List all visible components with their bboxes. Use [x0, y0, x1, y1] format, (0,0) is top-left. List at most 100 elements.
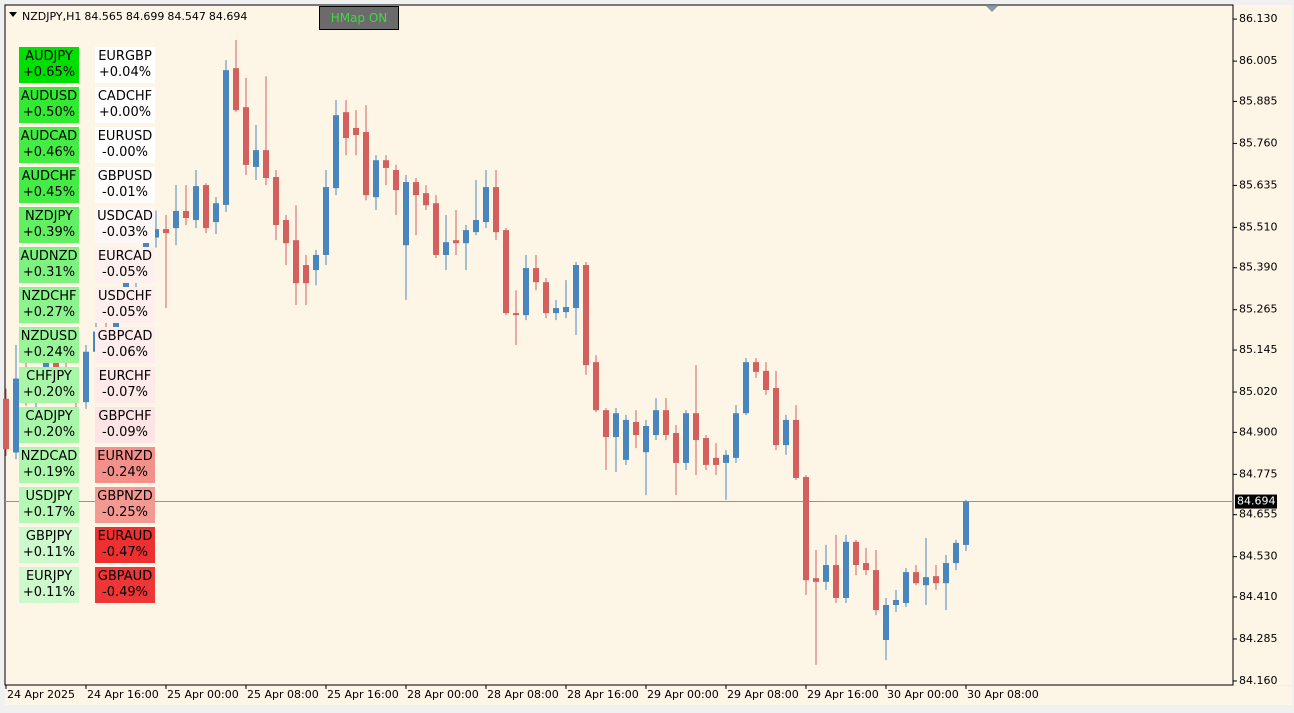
heatmap-cell: AUDCHF +0.45% — [19, 167, 79, 203]
candle-body — [733, 413, 739, 458]
heatmap-cell: EURGBP +0.04% — [95, 47, 155, 83]
plot-area — [4, 4, 1234, 686]
candle-body — [513, 313, 519, 316]
candle-body — [633, 421, 639, 436]
candle-body — [313, 254, 319, 271]
pair-change: -0.01% — [102, 185, 148, 200]
candle-body — [643, 425, 649, 453]
candle-body — [943, 563, 949, 584]
pair-change: +0.46% — [22, 145, 76, 160]
candle-body — [763, 370, 769, 391]
price-label: 84.694 — [1237, 495, 1276, 508]
pair-change: +0.11% — [22, 545, 76, 560]
heatmap-cell: NZDJPY +0.39% — [19, 207, 79, 243]
candle-body — [453, 240, 459, 244]
candle-body — [693, 413, 699, 441]
x-tick-label: 25 Apr 00:00 — [167, 688, 239, 701]
x-tick-label: 29 Apr 16:00 — [807, 688, 879, 701]
pair-name: EURAUD — [97, 529, 153, 544]
candle-body — [503, 230, 509, 314]
candle-body — [283, 220, 289, 244]
pair-change: +0.45% — [22, 185, 76, 200]
pair-name: EURCAD — [97, 249, 153, 264]
pair-name: CADJPY — [25, 409, 73, 424]
candle-body — [443, 242, 449, 255]
candle-body — [243, 107, 249, 165]
pair-name: EURJPY — [25, 569, 73, 584]
pair-name: EURUSD — [97, 129, 153, 144]
pair-name: EURNZD — [97, 449, 153, 464]
pair-name: EURCHF — [98, 369, 152, 384]
heatmap-cell: GBPCHF -0.09% — [95, 407, 155, 443]
chart-header: NZDJPY,H1 84.565 84.699 84.547 84.694 — [10, 10, 250, 23]
candle-body — [823, 565, 829, 582]
candle-body — [813, 578, 819, 582]
pair-change: +0.19% — [22, 465, 76, 480]
candle-body — [793, 419, 799, 479]
y-tick-label: 84.900 — [1239, 425, 1278, 438]
y-tick-label: 85.885 — [1239, 94, 1278, 107]
candle-body — [273, 177, 279, 226]
pair-name: NZDJPY — [25, 209, 73, 224]
candle-body — [563, 307, 569, 313]
candle-body — [673, 433, 679, 463]
pair-name: GBPNZD — [97, 489, 153, 504]
pair-name: NZDCAD — [20, 449, 78, 464]
pair-change: -0.49% — [102, 585, 148, 600]
time-axis — [5, 686, 1292, 705]
heatmap-cell: NZDCAD +0.19% — [19, 447, 79, 483]
ohlc-value: 84.565 — [84, 10, 123, 23]
candle-body — [233, 68, 239, 111]
x-tick-label: 25 Apr 08:00 — [247, 688, 319, 701]
pair-name: USDCAD — [97, 209, 153, 224]
pair-change: +0.20% — [22, 385, 76, 400]
candle-body — [853, 541, 859, 566]
candle-body — [723, 454, 729, 463]
pair-name: CHFJPY — [26, 369, 72, 384]
candle-body — [343, 112, 349, 139]
candle-body — [843, 541, 849, 598]
candle-body — [573, 265, 579, 309]
candle-body — [623, 419, 629, 460]
candle-body — [543, 282, 549, 314]
pair-change: +0.00% — [98, 105, 152, 120]
heatmap-cell: EURNZD -0.24% — [95, 447, 155, 483]
candle-body — [603, 410, 609, 438]
pair-name: AUDCAD — [20, 129, 78, 144]
menu-arrow[interactable] — [9, 12, 17, 17]
pair-change: +0.27% — [22, 305, 76, 320]
candle-body — [363, 131, 369, 196]
candle-body — [393, 169, 399, 191]
price-axis — [1234, 5, 1292, 685]
y-tick-label: 85.390 — [1239, 261, 1278, 274]
x-tick-label: 25 Apr 16:00 — [327, 688, 399, 701]
shift-marker — [986, 6, 998, 12]
candle-body — [373, 160, 379, 198]
x-tick-label: 30 Apr 00:00 — [887, 688, 959, 701]
pair-change: -0.00% — [102, 145, 148, 160]
heatmap-cell: EURCHF -0.07% — [95, 367, 155, 403]
candle-body — [683, 413, 689, 463]
heatmap-cell: NZDUSD +0.24% — [19, 327, 79, 363]
candle-body — [753, 362, 759, 372]
x-tick-label: 29 Apr 00:00 — [647, 688, 719, 701]
candle-body — [203, 185, 209, 229]
heatmap-cell: EURJPY +0.11% — [19, 567, 79, 603]
heatmap-cell: CADCHF +0.00% — [95, 87, 155, 123]
pair-change: +0.39% — [22, 225, 76, 240]
y-tick-label: 85.145 — [1239, 343, 1278, 356]
hmap-button[interactable]: HMap ON — [319, 6, 399, 30]
candle-body — [303, 265, 309, 284]
candle-body — [83, 351, 89, 403]
pair-change: -0.25% — [102, 505, 148, 520]
heatmap-cell: AUDCAD +0.46% — [19, 127, 79, 163]
pair-change: +0.20% — [22, 425, 76, 440]
y-tick-label: 85.635 — [1239, 178, 1278, 191]
candle-body — [883, 605, 889, 640]
candle-body — [703, 438, 709, 465]
heatmap-cell: NZDCHF +0.27% — [19, 287, 79, 323]
ohlc-value: 84.694 — [208, 10, 248, 23]
pair-name: GBPCHF — [98, 409, 152, 424]
pair-change: +0.50% — [22, 105, 76, 120]
y-tick-label: 86.005 — [1239, 54, 1278, 67]
